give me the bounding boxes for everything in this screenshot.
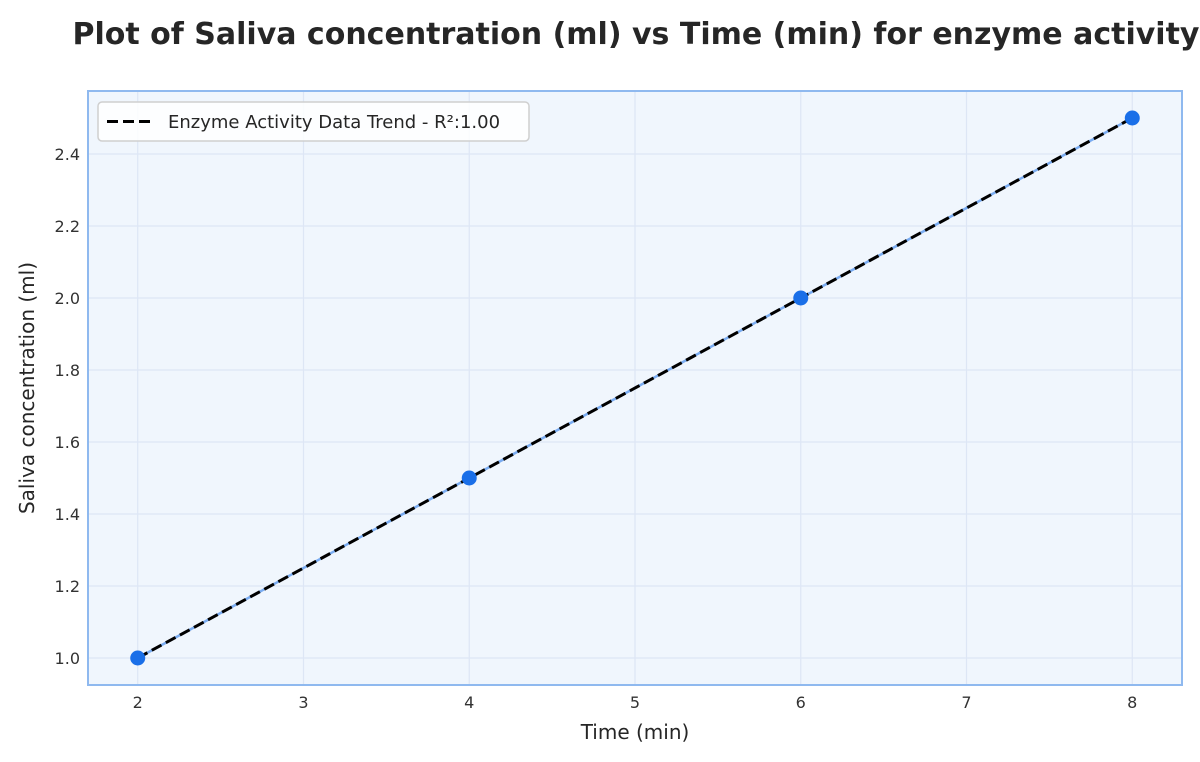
y-tick-label-7: 2.4 <box>55 145 80 164</box>
axis-ticks: 2 3 4 5 6 7 8 1.0 1.2 1.4 1.6 1.8 2.0 2.2 2.4 <box>55 145 1138 712</box>
x-tick-label-5: 7 <box>961 693 971 712</box>
legend: Enzyme Activity Data Trend - R²:1.00 <box>97 101 530 142</box>
x-tick-label-6: 8 <box>1127 693 1137 712</box>
y-tick-label-2: 1.4 <box>55 505 80 524</box>
x-tick-label-3: 5 <box>630 693 640 712</box>
y-tick-label-0: 1.0 <box>55 649 80 668</box>
y-axis-label: Saliva concentration (ml) <box>15 262 39 514</box>
x-tick-label-1: 3 <box>298 693 308 712</box>
y-tick-label-4: 1.8 <box>55 361 80 380</box>
data-point-3 <box>1124 110 1140 126</box>
series <box>130 110 1140 666</box>
x-axis-label: Time (min) <box>580 720 690 744</box>
y-tick-label-6: 2.2 <box>55 217 80 236</box>
data-point-1 <box>461 470 477 486</box>
legend-box <box>97 101 530 142</box>
trend-line <box>137 116 1133 660</box>
x-tick-label-4: 6 <box>796 693 806 712</box>
data-point-0 <box>130 650 146 666</box>
data-point-2 <box>793 290 809 306</box>
y-tick-label-5: 2.0 <box>55 289 80 308</box>
y-tick-label-3: 1.6 <box>55 433 80 452</box>
legend-trend-label: Enzyme Activity Data Trend - R²:1.00 <box>168 112 500 133</box>
y-tick-label-1: 1.2 <box>55 577 80 596</box>
plot-border <box>87 90 1183 686</box>
x-tick-label-2: 4 <box>464 693 474 712</box>
x-tick-label-0: 2 <box>133 693 143 712</box>
chart-title: Plot of Saliva concentration (ml) vs Tim… <box>73 17 1200 52</box>
